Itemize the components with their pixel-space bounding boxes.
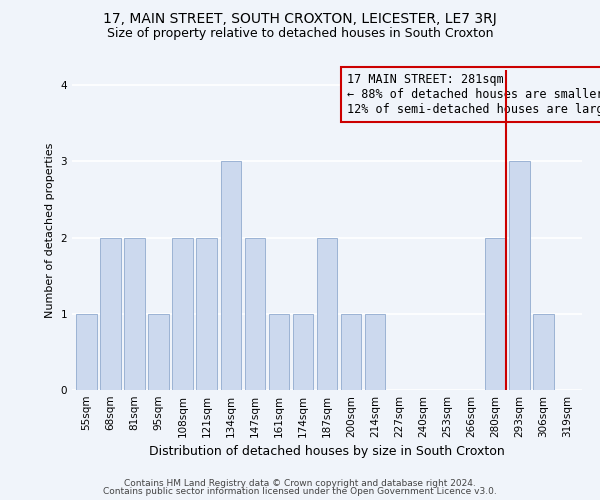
Bar: [293, 314, 313, 390]
Bar: [245, 238, 265, 390]
Y-axis label: Number of detached properties: Number of detached properties: [45, 142, 55, 318]
Bar: [269, 314, 289, 390]
Text: 17 MAIN STREET: 281sqm
← 88% of detached houses are smaller (23)
12% of semi-det: 17 MAIN STREET: 281sqm ← 88% of detached…: [347, 73, 600, 116]
Bar: [221, 162, 241, 390]
X-axis label: Distribution of detached houses by size in South Croxton: Distribution of detached houses by size …: [149, 446, 505, 458]
Text: Size of property relative to detached houses in South Croxton: Size of property relative to detached ho…: [107, 28, 493, 40]
Bar: [100, 238, 121, 390]
Text: Contains HM Land Registry data © Crown copyright and database right 2024.: Contains HM Land Registry data © Crown c…: [124, 478, 476, 488]
Text: Contains public sector information licensed under the Open Government Licence v3: Contains public sector information licen…: [103, 487, 497, 496]
Bar: [365, 314, 385, 390]
Bar: [148, 314, 169, 390]
Bar: [317, 238, 337, 390]
Text: 17, MAIN STREET, SOUTH CROXTON, LEICESTER, LE7 3RJ: 17, MAIN STREET, SOUTH CROXTON, LEICESTE…: [103, 12, 497, 26]
Bar: [341, 314, 361, 390]
Bar: [509, 162, 530, 390]
Bar: [485, 238, 506, 390]
Bar: [533, 314, 554, 390]
Bar: [172, 238, 193, 390]
Bar: [76, 314, 97, 390]
Bar: [124, 238, 145, 390]
Bar: [196, 238, 217, 390]
